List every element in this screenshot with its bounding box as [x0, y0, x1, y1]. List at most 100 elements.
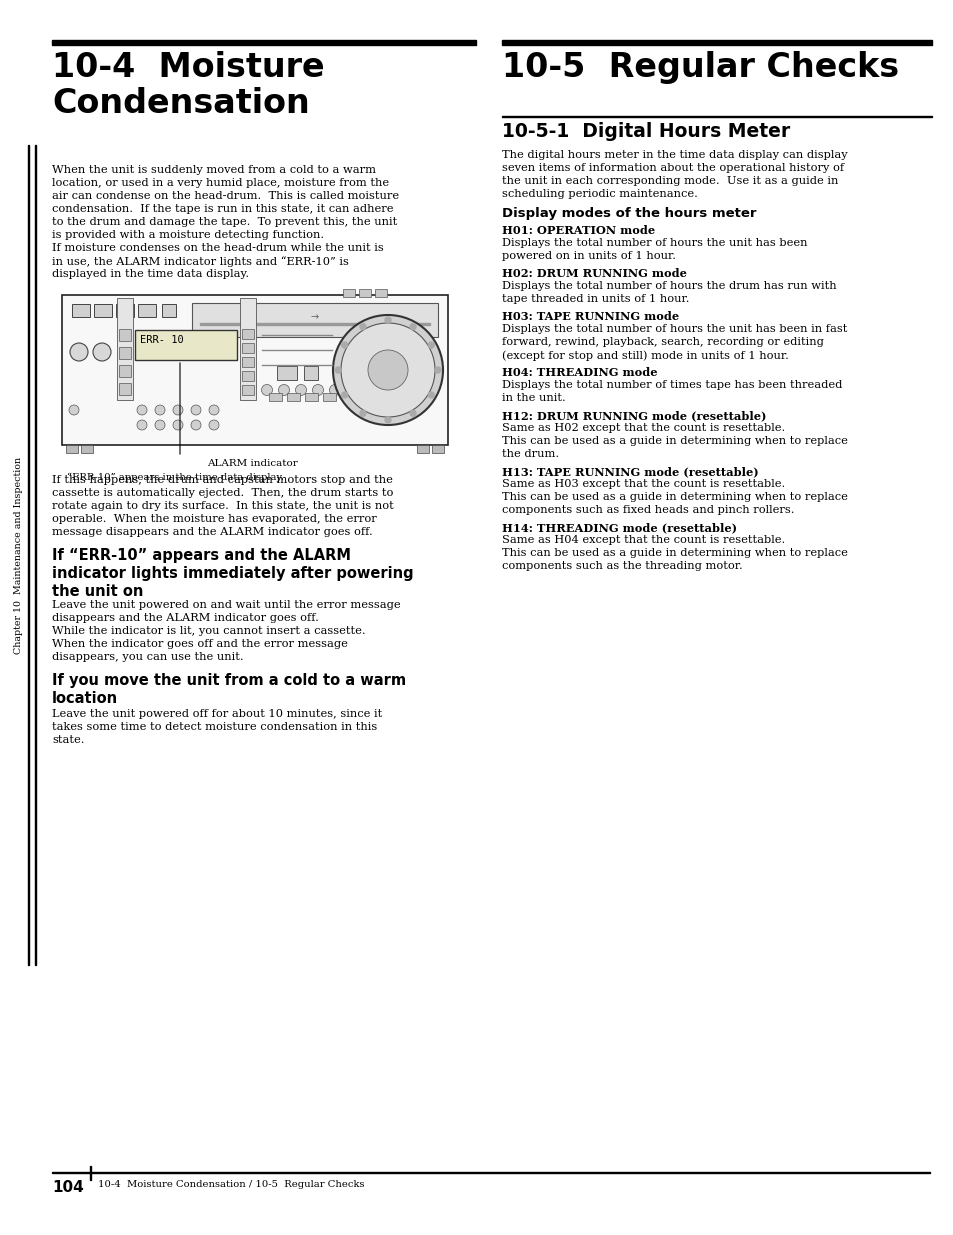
Bar — [432, 445, 443, 453]
Text: seven items of information about the operational history of: seven items of information about the ope… — [501, 163, 843, 173]
Bar — [28, 144, 30, 965]
Circle shape — [137, 420, 147, 430]
Bar — [501, 40, 931, 44]
Text: the drum.: the drum. — [501, 450, 558, 459]
Circle shape — [435, 367, 440, 373]
Text: H13: TAPE RUNNING mode (resettable): H13: TAPE RUNNING mode (resettable) — [501, 466, 758, 477]
Circle shape — [341, 342, 347, 348]
Text: While the indicator is lit, you cannot insert a cassette.: While the indicator is lit, you cannot i… — [52, 626, 365, 636]
Circle shape — [154, 420, 165, 430]
Text: ERR- 10: ERR- 10 — [140, 335, 184, 345]
Text: ALARM indicator: ALARM indicator — [207, 459, 297, 468]
Bar — [240, 298, 255, 400]
Circle shape — [410, 324, 416, 330]
Text: condensation.  If the tape is run in this state, it can adhere: condensation. If the tape is run in this… — [52, 204, 393, 214]
Bar — [94, 304, 112, 317]
Text: is provided with a moisture detecting function.: is provided with a moisture detecting fu… — [52, 230, 324, 240]
Text: Same as H02 except that the count is resettable.: Same as H02 except that the count is res… — [501, 424, 784, 433]
Circle shape — [70, 343, 88, 361]
Bar — [192, 303, 437, 337]
Text: state.: state. — [52, 735, 85, 745]
Text: Displays the total number of hours the unit has been: Displays the total number of hours the u… — [501, 238, 806, 248]
Circle shape — [278, 384, 289, 395]
Text: This can be used as a guide in determining when to replace: This can be used as a guide in determini… — [501, 492, 847, 501]
Text: →: → — [311, 312, 318, 322]
Text: H03: TAPE RUNNING mode: H03: TAPE RUNNING mode — [501, 311, 679, 322]
Bar — [375, 289, 387, 296]
Circle shape — [428, 391, 434, 398]
Text: operable.  When the moisture has evaporated, the error: operable. When the moisture has evaporat… — [52, 514, 376, 524]
Text: This can be used as a guide in determining when to replace: This can be used as a guide in determini… — [501, 436, 847, 446]
Circle shape — [191, 405, 201, 415]
Circle shape — [209, 420, 219, 430]
Bar — [200, 324, 430, 325]
Circle shape — [313, 384, 323, 395]
Text: If this happens, the drum and capstan motors stop and the: If this happens, the drum and capstan mo… — [52, 475, 393, 485]
Text: Displays the total number of times tape has been threaded: Displays the total number of times tape … — [501, 380, 841, 390]
Circle shape — [172, 420, 183, 430]
Bar — [162, 304, 175, 317]
Circle shape — [341, 391, 347, 398]
Text: H04: THREADING mode: H04: THREADING mode — [501, 367, 657, 378]
Text: Display modes of the hours meter: Display modes of the hours meter — [501, 207, 756, 220]
Bar — [287, 393, 299, 401]
Text: H01: OPERATION mode: H01: OPERATION mode — [501, 225, 655, 236]
Text: takes some time to detect moisture condensation in this: takes some time to detect moisture conde… — [52, 722, 376, 732]
Text: If moisture condenses on the head-drum while the unit is: If moisture condenses on the head-drum w… — [52, 243, 383, 253]
Bar — [242, 329, 253, 338]
Text: Chapter 10  Maintenance and Inspection: Chapter 10 Maintenance and Inspection — [14, 457, 24, 653]
Text: disappears and the ALARM indicator goes off.: disappears and the ALARM indicator goes … — [52, 613, 318, 622]
Bar — [242, 357, 253, 367]
Text: 10-4  Moisture Condensation / 10-5  Regular Checks: 10-4 Moisture Condensation / 10-5 Regula… — [98, 1179, 364, 1189]
Text: When the indicator goes off and the error message: When the indicator goes off and the erro… — [52, 638, 348, 650]
Text: H12: DRUM RUNNING mode (resettable): H12: DRUM RUNNING mode (resettable) — [501, 410, 765, 421]
Circle shape — [410, 410, 416, 416]
Text: scheduling periodic maintenance.: scheduling periodic maintenance. — [501, 189, 698, 199]
Circle shape — [191, 420, 201, 430]
Text: air can condense on the head-drum.  This is called moisture: air can condense on the head-drum. This … — [52, 191, 398, 201]
Circle shape — [209, 405, 219, 415]
Text: If you move the unit from a cold to a warm
location: If you move the unit from a cold to a wa… — [52, 673, 406, 706]
Text: H14: THREADING mode (resettable): H14: THREADING mode (resettable) — [501, 522, 737, 534]
Text: 104: 104 — [52, 1179, 84, 1195]
Text: Same as H04 except that the count is resettable.: Same as H04 except that the count is res… — [501, 535, 784, 545]
Text: powered on in units of 1 hour.: powered on in units of 1 hour. — [501, 251, 676, 261]
Circle shape — [385, 417, 391, 424]
Text: 10-5  Regular Checks: 10-5 Regular Checks — [501, 51, 898, 84]
Circle shape — [154, 405, 165, 415]
Text: “ERR-10” appears in the time data display.: “ERR-10” appears in the time data displa… — [67, 473, 284, 483]
Text: (except for stop and still) mode in units of 1 hour.: (except for stop and still) mode in unit… — [501, 350, 788, 361]
Text: in the unit.: in the unit. — [501, 393, 565, 403]
Text: forward, rewind, playback, search, recording or editing: forward, rewind, playback, search, recor… — [501, 337, 823, 347]
Text: 10-4  Moisture
Condensation: 10-4 Moisture Condensation — [52, 51, 324, 120]
Text: to the drum and damage the tape.  To prevent this, the unit: to the drum and damage the tape. To prev… — [52, 217, 396, 227]
Bar — [90, 1166, 91, 1179]
Text: Displays the total number of hours the unit has been in fast: Displays the total number of hours the u… — [501, 324, 846, 333]
Text: cassette is automatically ejected.  Then, the drum starts to: cassette is automatically ejected. Then,… — [52, 488, 393, 498]
Text: the unit in each corresponding mode.  Use it as a guide in: the unit in each corresponding mode. Use… — [501, 177, 838, 186]
Bar — [81, 445, 92, 453]
Bar — [358, 289, 371, 296]
Bar — [138, 304, 156, 317]
Circle shape — [295, 384, 306, 395]
Circle shape — [172, 405, 183, 415]
Text: Leave the unit powered off for about 10 minutes, since it: Leave the unit powered off for about 10 … — [52, 709, 382, 719]
Bar — [119, 383, 131, 395]
Bar — [119, 366, 131, 377]
Circle shape — [359, 324, 366, 330]
Bar — [416, 445, 429, 453]
Bar — [276, 366, 296, 380]
Text: This can be used as a guide in determining when to replace: This can be used as a guide in determini… — [501, 548, 847, 558]
Bar — [35, 144, 36, 965]
Circle shape — [368, 350, 408, 390]
Text: tape threaded in units of 1 hour.: tape threaded in units of 1 hour. — [501, 294, 689, 304]
Bar — [62, 295, 448, 445]
Text: Leave the unit powered on and wait until the error message: Leave the unit powered on and wait until… — [52, 600, 400, 610]
Text: The digital hours meter in the time data display can display: The digital hours meter in the time data… — [501, 149, 846, 161]
Text: location, or used in a very humid place, moisture from the: location, or used in a very humid place,… — [52, 178, 389, 188]
Circle shape — [92, 343, 111, 361]
Bar — [343, 289, 355, 296]
Bar — [119, 329, 131, 341]
Text: If “ERR-10” appears and the ALARM
indicator lights immediately after powering
th: If “ERR-10” appears and the ALARM indica… — [52, 548, 414, 599]
Text: H02: DRUM RUNNING mode: H02: DRUM RUNNING mode — [501, 268, 686, 279]
